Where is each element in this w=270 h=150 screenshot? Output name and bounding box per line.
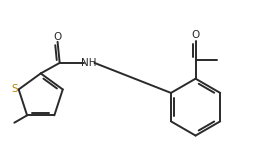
Text: O: O <box>191 30 200 40</box>
Text: O: O <box>53 32 62 42</box>
Text: S: S <box>12 84 18 94</box>
Text: NH: NH <box>82 58 97 68</box>
